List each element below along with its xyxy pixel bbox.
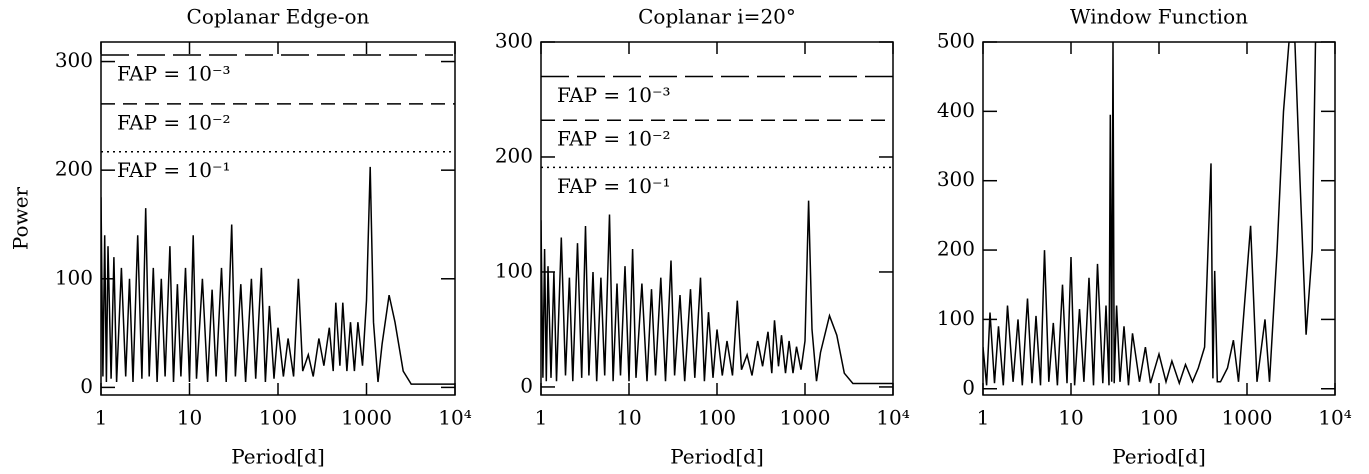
y-tick-label: 0 [520, 373, 533, 397]
plot-frame [100, 41, 456, 396]
fap-label: FAP = 10⁻² [557, 127, 671, 151]
fap-label: FAP = 10⁻³ [117, 62, 231, 86]
y-axis-label: Power [9, 186, 33, 250]
x-tick-label: 10⁴ [438, 406, 471, 430]
y-tick-label: 500 [937, 29, 975, 53]
chart-title: Coplanar Edge-on [187, 5, 370, 29]
x-tick-label: 10⁴ [1318, 406, 1351, 430]
x-tick-label: 10 [616, 406, 641, 430]
fap-label: FAP = 10⁻² [117, 110, 231, 134]
series-line [983, 42, 1322, 386]
x-tick-label: 100 [698, 406, 736, 430]
y-tick-label: 200 [55, 157, 93, 181]
x-axis-label: Period[d] [1112, 445, 1206, 469]
x-tick-label: 1 [95, 406, 108, 430]
x-tick-label: 1000 [341, 406, 392, 430]
y-tick-label: 0 [962, 375, 975, 399]
x-tick-label: 10 [1058, 406, 1083, 430]
plot-frame [982, 41, 1336, 396]
y-tick-label: 300 [495, 29, 533, 53]
y-tick-label: 100 [937, 306, 975, 330]
x-axis-label: Period[d] [231, 445, 325, 469]
series-line [101, 166, 455, 385]
series-line [541, 200, 893, 385]
y-tick-label: 0 [80, 374, 93, 398]
x-tick-label: 100 [259, 406, 297, 430]
fap-label: FAP = 10⁻¹ [557, 174, 671, 198]
y-tick-label: 200 [495, 143, 533, 167]
y-tick-label: 400 [937, 98, 975, 122]
x-tick-label: 1000 [1222, 406, 1273, 430]
x-tick-label: 1000 [780, 406, 831, 430]
x-tick-label: 100 [1140, 406, 1178, 430]
x-tick-label: 1 [977, 406, 990, 430]
x-axis-label: Period[d] [670, 445, 764, 469]
chart-title: Window Function [1070, 5, 1248, 29]
chart-title: Coplanar i=20° [638, 5, 796, 29]
x-tick-label: 1 [535, 406, 548, 430]
y-tick-label: 300 [937, 167, 975, 191]
y-tick-label: 200 [937, 237, 975, 261]
x-tick-label: 10⁴ [876, 406, 909, 430]
x-tick-label: 10 [177, 406, 202, 430]
y-tick-label: 100 [55, 265, 93, 289]
y-tick-label: 100 [495, 258, 533, 282]
fap-label: FAP = 10⁻³ [557, 83, 671, 107]
y-tick-label: 300 [55, 48, 93, 72]
fap-label: FAP = 10⁻¹ [117, 158, 231, 182]
